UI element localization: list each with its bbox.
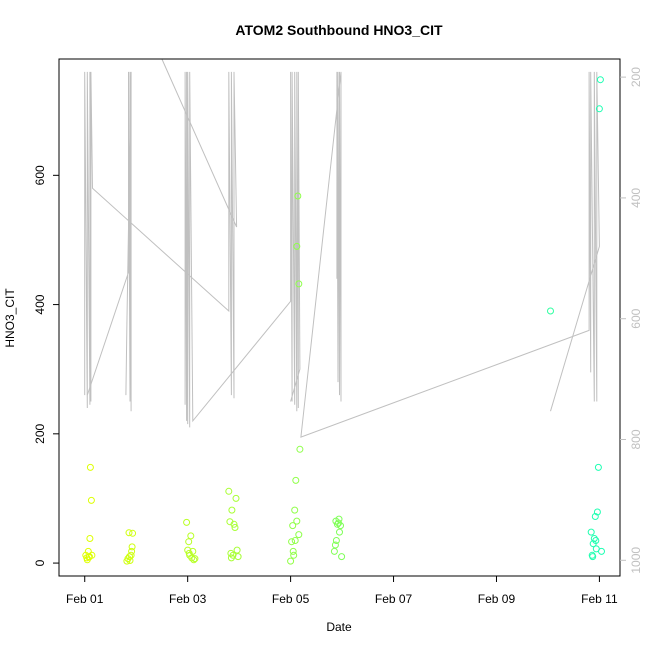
scatter-point-36: [232, 494, 240, 502]
scatter-point-13: [126, 557, 134, 564]
scatter-point-21: [185, 538, 193, 546]
scatter-point-9: [85, 553, 93, 561]
background-line-0: [84, 58, 238, 409]
scatter-point-74: [596, 76, 604, 84]
right-tick-label-3: 800: [629, 429, 643, 449]
scatter-point-29: [225, 487, 233, 495]
scatter-point-48: [295, 280, 303, 288]
scatter-point-65: [587, 528, 595, 536]
scatter-point-54: [330, 547, 338, 555]
scatter-point-35: [231, 524, 239, 531]
background-line-1: [86, 71, 132, 412]
scatter-point-43: [290, 551, 298, 559]
scatter-point-56: [332, 537, 340, 544]
y-tick-label-1: 200: [33, 423, 47, 443]
scatter-point-73: [595, 105, 603, 113]
scatter-point-41: [288, 538, 296, 546]
scatter-point-61: [338, 553, 346, 561]
y-tick-label-2: 400: [33, 294, 47, 314]
right-tick-label-4: 1000: [629, 547, 643, 574]
scatter-point-59: [336, 528, 343, 536]
y-axis-right: 200 400 600 800 1000: [620, 67, 643, 574]
scatter-point-75: [598, 547, 605, 555]
scatter-point-16: [129, 529, 137, 537]
scatter-points-layer: [82, 76, 605, 565]
scatter-point-55: [331, 541, 339, 549]
scatter-point-76: [589, 553, 597, 561]
scatter-point-52: [289, 547, 297, 555]
scatter-point-68: [590, 535, 598, 542]
scatter-point-60: [337, 522, 344, 530]
scatter-point-28: [185, 549, 193, 557]
scatter-point-19: [183, 518, 191, 526]
x-tick-label-4: Feb 09: [478, 592, 516, 606]
scatter-point-23: [187, 532, 195, 540]
scatter-point-44: [291, 506, 299, 514]
scatter-point-46: [293, 242, 301, 250]
scatter-point-49: [296, 445, 304, 453]
scatter-point-18: [126, 553, 133, 561]
scatter-point-14: [127, 551, 135, 559]
y-axis-left: 0 200 400 600: [33, 165, 59, 566]
x-tick-label-1: Feb 03: [169, 592, 207, 606]
scatter-point-47: [294, 192, 302, 200]
x-tick-label-5: Feb 11: [581, 592, 618, 606]
scatter-point-34: [230, 520, 238, 528]
scatter-point-40: [287, 557, 295, 565]
x-tick-label-0: Feb 01: [66, 592, 104, 606]
scatter-point-72: [594, 463, 602, 471]
scatter-point-53: [291, 537, 299, 544]
y-tick-label-3: 600: [33, 165, 47, 185]
scatter-point-26: [190, 556, 198, 564]
scatter-point-31: [227, 549, 235, 557]
scatter-point-64: [547, 307, 554, 315]
scatter-point-32: [228, 506, 236, 514]
background-line-3: [300, 71, 600, 438]
scatter-point-25: [189, 547, 197, 555]
x-axis: Feb 01 Feb 03 Feb 05 Feb 07 Feb 09 Feb 11: [66, 576, 618, 606]
background-line-layer: [84, 58, 600, 438]
x-tick-label-2: Feb 05: [272, 592, 310, 606]
right-tick-label-2: 600: [629, 308, 643, 328]
right-tick-label-1: 400: [629, 188, 643, 208]
scatter-point-39: [227, 554, 235, 562]
plot-frame: [58, 58, 621, 577]
scatter-point-63: [335, 515, 343, 523]
background-line-2: [184, 71, 301, 428]
chart-title: ATOM2 Southbound HNO3_CIT: [235, 22, 443, 38]
scatter-point-51: [295, 531, 303, 539]
scatter-point-27: [191, 555, 199, 563]
scatter-point-42: [289, 522, 297, 530]
scatter-point-37: [233, 546, 241, 554]
scatter-point-12: [125, 529, 133, 537]
y-axis-label: HNO3_CIT: [3, 288, 17, 348]
scatter-point-45: [292, 476, 300, 484]
y-tick-label-0: 0: [33, 559, 47, 566]
scatter-point-50: [293, 517, 301, 525]
scatter-point-15: [128, 543, 136, 551]
right-tick-label-0: 200: [629, 67, 643, 87]
scatter-point-38: [234, 553, 242, 561]
scatter-point-5: [86, 463, 94, 471]
scatter-point-71: [593, 508, 601, 516]
scatter-point-69: [591, 513, 599, 520]
scatter-point-77: [592, 537, 600, 544]
scatter-point-4: [86, 535, 94, 542]
scatter-point-6: [87, 496, 95, 504]
x-tick-label-3: Feb 07: [375, 592, 413, 606]
x-axis-label: Date: [326, 620, 352, 634]
